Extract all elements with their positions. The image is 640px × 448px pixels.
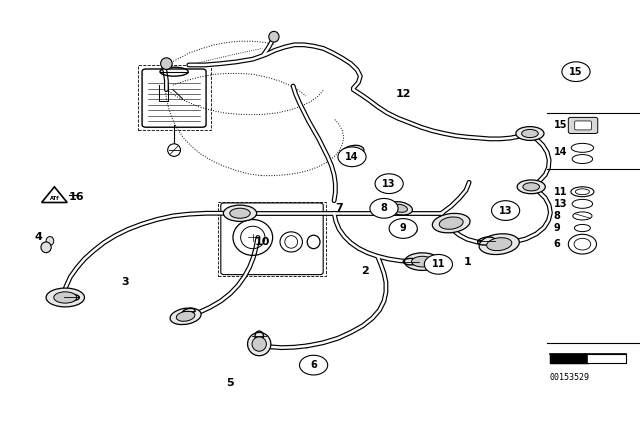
Ellipse shape <box>54 292 77 303</box>
Text: 11: 11 <box>554 187 567 197</box>
Ellipse shape <box>479 234 519 254</box>
FancyBboxPatch shape <box>575 121 591 130</box>
Text: 14: 14 <box>345 152 359 162</box>
Text: 12: 12 <box>396 89 411 99</box>
Circle shape <box>375 174 403 194</box>
Text: 7: 7 <box>335 203 343 213</box>
Text: 3: 3 <box>121 277 129 287</box>
Text: 9: 9 <box>554 223 561 233</box>
Ellipse shape <box>397 224 412 233</box>
Circle shape <box>389 219 417 238</box>
Text: 6: 6 <box>310 360 317 370</box>
Text: 14: 14 <box>554 147 567 157</box>
Text: 13: 13 <box>499 206 513 215</box>
Text: 8: 8 <box>381 203 387 213</box>
Text: 11: 11 <box>431 259 445 269</box>
Text: 6: 6 <box>554 239 561 249</box>
Ellipse shape <box>46 288 84 307</box>
Ellipse shape <box>176 311 195 321</box>
Ellipse shape <box>486 238 512 250</box>
Text: 2: 2 <box>361 266 369 276</box>
Ellipse shape <box>248 332 271 356</box>
Circle shape <box>562 62 590 82</box>
Ellipse shape <box>522 129 538 138</box>
Ellipse shape <box>345 148 359 156</box>
Text: 15: 15 <box>569 67 583 77</box>
Ellipse shape <box>340 145 364 159</box>
Text: 1: 1 <box>463 257 471 267</box>
Text: 00153529: 00153529 <box>549 373 589 382</box>
Ellipse shape <box>223 205 257 221</box>
Ellipse shape <box>230 208 250 218</box>
Ellipse shape <box>161 58 172 69</box>
Text: 5: 5 <box>227 378 234 388</box>
Ellipse shape <box>252 337 266 351</box>
Text: 15: 15 <box>554 121 567 130</box>
Ellipse shape <box>517 180 545 194</box>
Text: 9: 9 <box>400 224 406 233</box>
Circle shape <box>492 201 520 220</box>
Text: 4: 4 <box>35 233 42 242</box>
Ellipse shape <box>170 308 201 325</box>
Circle shape <box>300 355 328 375</box>
Circle shape <box>424 254 452 274</box>
Ellipse shape <box>46 237 54 246</box>
Ellipse shape <box>439 217 463 229</box>
Ellipse shape <box>412 256 433 267</box>
Ellipse shape <box>388 202 412 215</box>
Ellipse shape <box>41 242 51 253</box>
Ellipse shape <box>269 31 279 42</box>
Circle shape <box>370 198 398 218</box>
FancyBboxPatch shape <box>568 117 598 134</box>
Ellipse shape <box>392 204 408 212</box>
Ellipse shape <box>392 222 417 235</box>
Text: 13: 13 <box>554 199 567 209</box>
Ellipse shape <box>523 183 540 191</box>
Text: 10: 10 <box>255 237 270 247</box>
Ellipse shape <box>404 253 440 271</box>
Text: 13: 13 <box>382 179 396 189</box>
Ellipse shape <box>433 213 470 233</box>
Text: ATf: ATf <box>50 195 59 201</box>
Text: 16: 16 <box>69 192 84 202</box>
Ellipse shape <box>516 127 544 140</box>
Circle shape <box>338 147 366 167</box>
Text: 8: 8 <box>554 211 561 221</box>
